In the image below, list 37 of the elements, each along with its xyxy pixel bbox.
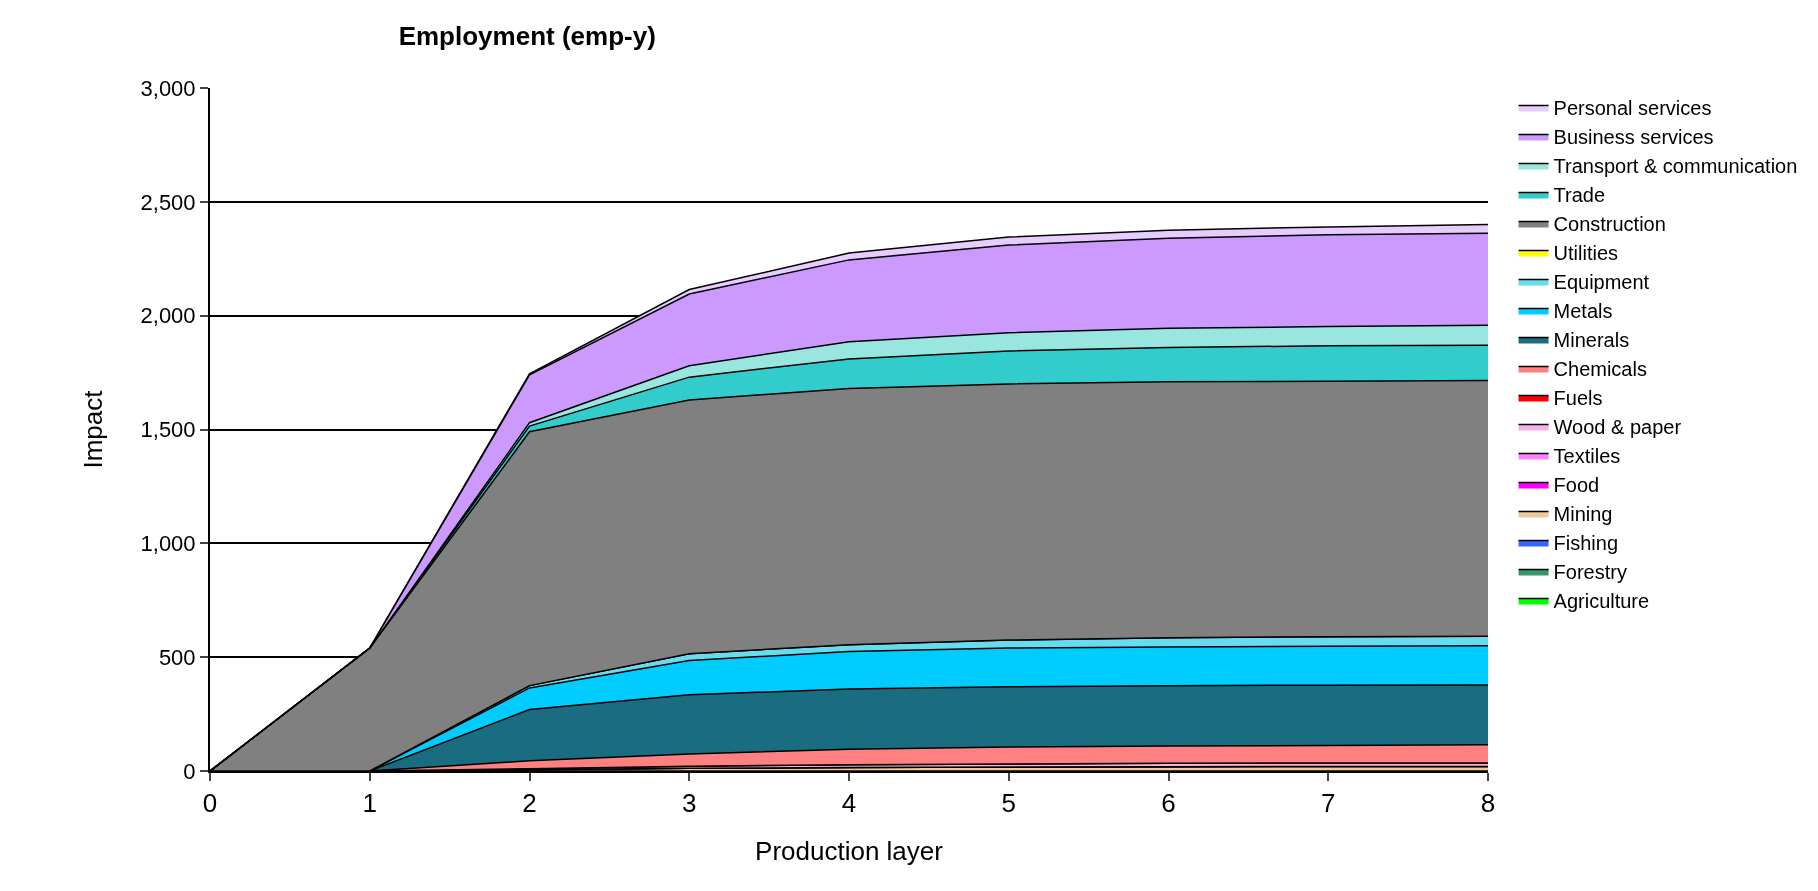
legend-label: Utilities — [1553, 242, 1619, 265]
y-axis-title: Impact — [78, 389, 109, 469]
legend-label: Minerals — [1553, 329, 1630, 352]
x-tick-label: 0 — [202, 788, 218, 819]
legend-label: Transport & communication — [1553, 155, 1798, 178]
legend-label: Fuels — [1553, 387, 1603, 410]
y-tick-label: 0 — [183, 758, 196, 784]
legend-label: Chemicals — [1553, 358, 1647, 381]
legend-label: Fishing — [1553, 532, 1619, 555]
x-tick-label: 8 — [1480, 788, 1496, 819]
legend-label: Equipment — [1553, 271, 1650, 294]
legend-label: Trade — [1553, 184, 1606, 207]
legend-label: Metals — [1553, 300, 1613, 323]
x-tick-label: 7 — [1321, 788, 1336, 819]
x-tick-label: 3 — [682, 788, 697, 819]
legend-label: Business services — [1553, 126, 1714, 149]
legend-label: Agriculture — [1553, 590, 1650, 613]
legend-label: Forestry — [1553, 561, 1627, 584]
y-tick-label: 1,000 — [140, 531, 196, 557]
legend-label: Food — [1553, 474, 1600, 497]
legend-label: Personal services — [1553, 97, 1712, 120]
legend-label: Textiles — [1553, 445, 1621, 468]
y-tick-label: 3,000 — [140, 75, 196, 101]
legend-label: Wood & paper — [1553, 416, 1682, 439]
x-tick-label: 1 — [362, 788, 377, 819]
y-tick-label: 1,500 — [140, 417, 196, 443]
x-tick-label: 6 — [1161, 788, 1176, 819]
y-tick-label: 2,000 — [140, 303, 196, 329]
x-tick-label: 5 — [1001, 788, 1016, 819]
y-tick-label: 500 — [158, 644, 196, 670]
chart-title: Employment (emp-y) — [398, 20, 656, 51]
x-tick-label: 2 — [522, 788, 537, 819]
x-axis-title: Production layer — [755, 836, 944, 866]
y-tick-label: 2,500 — [140, 189, 196, 215]
legend-label: Mining — [1553, 503, 1613, 526]
x-tick-label: 4 — [841, 788, 857, 819]
legend-label: Construction — [1553, 213, 1666, 236]
